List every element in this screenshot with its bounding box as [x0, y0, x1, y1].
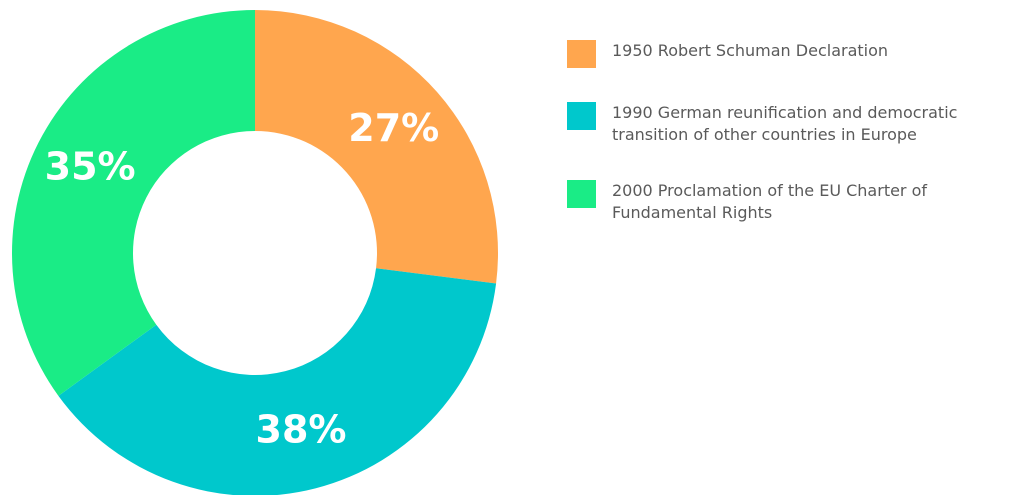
legend-item: 1990 German reunification and democratic…: [567, 102, 1012, 146]
legend-swatch: [567, 40, 596, 68]
donut-slice: [255, 10, 498, 284]
slice-label: 35%: [45, 145, 136, 189]
legend-label: 2000 Proclamation of the EU Charter of F…: [612, 181, 928, 222]
legend-label: 1950 Robert Schuman Declaration: [612, 41, 889, 60]
legend-item: 1950 Robert Schuman Declaration: [567, 40, 1012, 68]
legend-item: 2000 Proclamation of the EU Charter of F…: [567, 180, 1012, 224]
chart: 27% 38% 35%: [12, 10, 498, 495]
legend-label: 1990 German reunification and democratic…: [612, 103, 958, 144]
slice-label: 27%: [348, 106, 439, 150]
legend: 1950 Robert Schuman Declaration 1990 Germ…: [567, 40, 1012, 258]
legend-swatch: [567, 102, 596, 130]
donut-slice: [58, 268, 497, 495]
donut-slice: [12, 10, 255, 396]
slice-label: 38%: [256, 408, 347, 452]
legend-swatch: [567, 180, 596, 208]
